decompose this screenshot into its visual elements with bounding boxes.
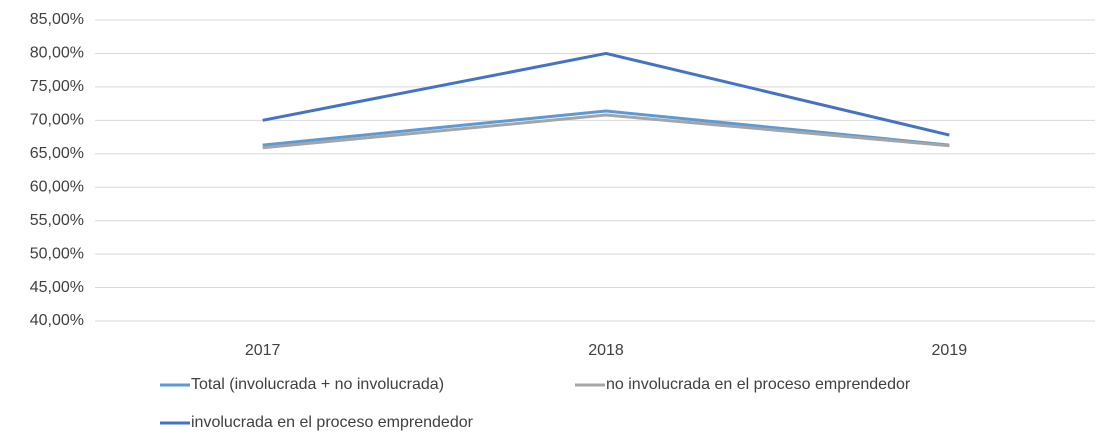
y-tick-label: 75,00% xyxy=(30,78,84,95)
series-line xyxy=(262,109,950,147)
legend-label: Total (involucrada + no involucrada) xyxy=(191,376,444,393)
y-tick-label: 50,00% xyxy=(30,245,84,262)
y-tick-label: 40,00% xyxy=(30,312,84,329)
legend-label: involucrada en el proceso emprendedor xyxy=(191,414,474,431)
y-tick-label: 60,00% xyxy=(30,178,84,195)
y-tick-label: 80,00% xyxy=(30,45,84,62)
x-tick-label: 2018 xyxy=(588,342,624,359)
x-tick-label: 2019 xyxy=(932,342,968,359)
y-tick-label: 85,00% xyxy=(30,11,84,28)
legend-label: no involucrada en el proceso emprendedor xyxy=(606,376,911,393)
y-tick-label: 65,00% xyxy=(30,145,84,162)
series-line xyxy=(262,113,950,150)
y-tick-label: 70,00% xyxy=(30,112,84,129)
x-tick-label: 2017 xyxy=(245,342,281,359)
series-line xyxy=(262,51,950,137)
y-tick-label: 45,00% xyxy=(30,279,84,296)
y-tick-label: 55,00% xyxy=(30,212,84,229)
